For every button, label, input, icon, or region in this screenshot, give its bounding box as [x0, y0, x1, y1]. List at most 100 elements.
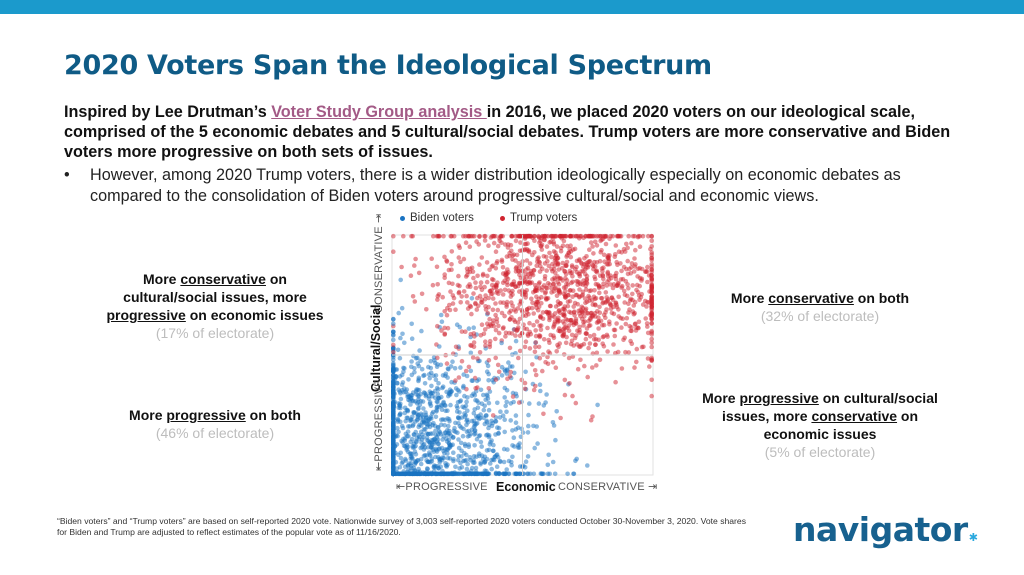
biden-voter-point: [479, 444, 484, 449]
biden-voter-point: [398, 455, 404, 461]
trump-voter-point: [632, 310, 637, 316]
trump-voter-point: [538, 243, 543, 249]
quadrant-share-bottom-right: (5% of electorate): [764, 444, 876, 460]
trump-voter-point: [515, 320, 521, 325]
trump-voter-point: [496, 330, 502, 336]
trump-voter-point: [493, 377, 499, 382]
trump-voter-point: [408, 273, 414, 278]
intro-text-start: Inspired by Lee Drutman’s: [64, 103, 272, 121]
trump-voter-point: [486, 386, 492, 391]
trump-voter-point: [534, 263, 539, 268]
biden-voter-point: [484, 369, 490, 374]
trump-voter-point: [500, 280, 506, 286]
biden-voter-point: [484, 419, 490, 425]
voter-study-group-link[interactable]: Voter Study Group analysis: [271, 103, 487, 121]
trump-voter-point: [619, 325, 624, 330]
biden-voter-point: [508, 418, 513, 423]
trump-voter-point: [626, 350, 631, 355]
biden-voter-point: [422, 426, 428, 432]
biden-voter-point: [412, 366, 417, 371]
trump-voter-point: [493, 233, 498, 239]
biden-voter-point: [450, 471, 456, 477]
trump-voter-point: [461, 256, 467, 262]
trump-voter-point: [639, 266, 645, 272]
biden-voter-point: [498, 409, 503, 414]
trump-voter-point: [621, 337, 626, 343]
trump-voter-point: [592, 302, 598, 307]
trump-voter-point: [624, 315, 630, 321]
biden-voter-point: [434, 405, 440, 410]
trump-voter-point: [451, 233, 457, 239]
quad-text: on economic issues: [185, 307, 324, 323]
biden-voter-point: [454, 392, 459, 398]
trump-voter-point: [605, 279, 610, 284]
trump-voter-point: [649, 311, 654, 316]
biden-voter-point: [493, 419, 498, 424]
biden-voter-point: [396, 310, 401, 316]
biden-voter-point: [471, 391, 476, 397]
trump-voter-point: [557, 326, 562, 331]
trump-voter-point: [539, 300, 544, 306]
quad-text: on cultural/social issues, more: [123, 271, 307, 305]
trump-voter-point: [573, 400, 579, 406]
trump-voter-point: [564, 334, 569, 340]
trump-voter-point: [613, 243, 619, 248]
trump-voter-point: [446, 280, 452, 286]
trump-voter-point: [499, 310, 505, 316]
trump-voter-point: [473, 301, 478, 307]
biden-voter-point: [471, 454, 477, 459]
trump-voter-point: [577, 280, 582, 285]
trump-voter-point: [510, 394, 516, 399]
trump-voter-point: [472, 233, 477, 239]
biden-voter-point: [432, 358, 437, 363]
trump-voter-point: [516, 400, 522, 405]
biden-voter-point: [391, 456, 396, 462]
trump-voter-point: [612, 333, 618, 339]
trump-voter-point: [614, 321, 619, 326]
trump-voter-point: [584, 331, 590, 336]
trump-voter-point: [587, 247, 592, 252]
quadrant-label-top-right: More conservative on both (32% of electo…: [690, 289, 950, 325]
trump-voter-point: [506, 288, 512, 293]
trump-voter-point: [546, 310, 552, 315]
biden-voter-point: [466, 471, 471, 477]
biden-voter-point: [413, 452, 419, 457]
trump-voter-point: [593, 342, 598, 348]
trump-voter-point: [513, 333, 518, 338]
biden-voter-point: [495, 400, 500, 406]
biden-voter-point: [416, 378, 421, 384]
biden-voter-point: [473, 465, 479, 471]
trump-voter-point: [630, 291, 635, 297]
trump-voter-point: [490, 296, 496, 301]
trump-voter-point: [507, 345, 513, 351]
trump-voter-point: [578, 313, 583, 319]
trump-voter-point: [467, 244, 473, 249]
biden-voter-point: [391, 373, 396, 378]
trump-voter-point: [619, 268, 624, 274]
biden-voter-point: [432, 395, 438, 400]
biden-voter-point: [485, 432, 490, 437]
quad-text: More: [129, 407, 167, 423]
biden-voter-point: [458, 440, 464, 446]
trump-voter-point: [464, 293, 469, 299]
biden-voter-point: [391, 366, 396, 371]
biden-voter-point: [403, 431, 409, 437]
trump-voter-point: [535, 307, 541, 313]
trump-voter-point: [551, 333, 556, 338]
biden-voter-point: [422, 372, 427, 378]
trump-voter-point: [581, 323, 586, 328]
biden-voter-point: [414, 392, 419, 397]
trump-voter-point: [646, 300, 651, 305]
trump-voter-point: [513, 258, 518, 263]
trump-voter-point: [482, 233, 487, 239]
biden-voter-point: [391, 451, 396, 456]
trump-voter-point: [391, 342, 396, 348]
trump-voter-point: [534, 319, 540, 324]
biden-voter-point: [437, 344, 442, 349]
biden-voter-point: [391, 430, 396, 435]
trump-voter-point: [623, 321, 629, 327]
trump-voter-point: [435, 293, 441, 299]
biden-voter-point: [469, 296, 475, 301]
trump-voter-point: [592, 288, 597, 293]
biden-voter-point: [414, 387, 419, 392]
